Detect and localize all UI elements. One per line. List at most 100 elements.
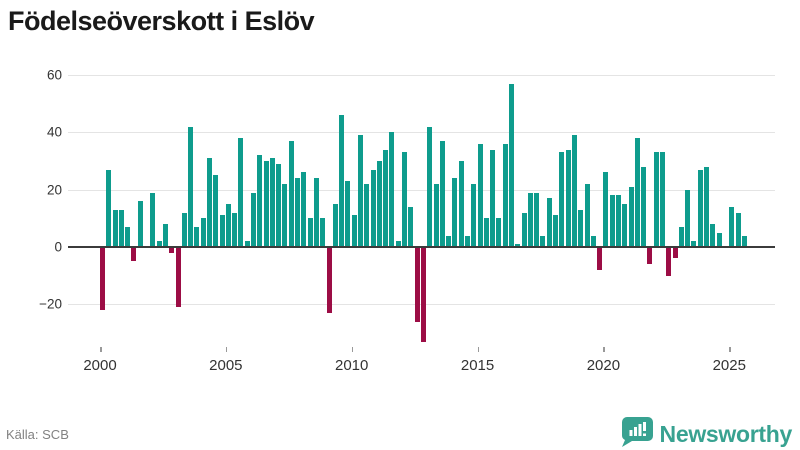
y-axis-tick-label: 60 bbox=[46, 67, 62, 83]
bar bbox=[540, 235, 546, 247]
bar bbox=[433, 183, 439, 247]
bar bbox=[118, 209, 124, 247]
bar bbox=[162, 224, 168, 247]
bar bbox=[244, 241, 250, 247]
bar bbox=[320, 218, 326, 247]
bar bbox=[389, 132, 395, 247]
bar-chart-badge-icon bbox=[621, 417, 653, 450]
bar bbox=[326, 247, 332, 313]
bar bbox=[269, 158, 275, 247]
bar bbox=[634, 138, 640, 247]
bar bbox=[156, 241, 162, 247]
bar bbox=[339, 115, 345, 247]
bar bbox=[345, 181, 351, 247]
bar bbox=[446, 235, 452, 247]
bar bbox=[395, 241, 401, 247]
bar bbox=[502, 143, 508, 247]
bar bbox=[288, 140, 294, 247]
bar bbox=[534, 192, 540, 247]
bar bbox=[597, 247, 603, 270]
bar bbox=[251, 192, 257, 247]
bar bbox=[477, 143, 483, 247]
bar bbox=[137, 201, 143, 247]
bar bbox=[521, 212, 527, 247]
bar bbox=[213, 175, 219, 247]
bar bbox=[351, 215, 357, 247]
bar bbox=[313, 178, 319, 247]
bar bbox=[295, 178, 301, 247]
bar bbox=[615, 195, 621, 247]
bar bbox=[553, 215, 559, 247]
bar bbox=[666, 247, 672, 276]
bar bbox=[653, 152, 659, 247]
bar bbox=[112, 209, 118, 247]
y-axis-tick-label: −20 bbox=[39, 296, 62, 312]
bar bbox=[357, 135, 363, 247]
bar bbox=[571, 135, 577, 247]
bar bbox=[106, 169, 112, 247]
chart-title: Födelseöverskott i Eslöv bbox=[8, 6, 315, 36]
brand-name: Newsworthy bbox=[659, 421, 793, 447]
bar bbox=[678, 226, 684, 247]
x-axis-tick bbox=[729, 347, 731, 352]
bar bbox=[565, 149, 571, 247]
bar bbox=[206, 158, 212, 247]
bar bbox=[660, 152, 666, 247]
bar bbox=[490, 149, 496, 247]
bar bbox=[704, 166, 710, 247]
bar bbox=[125, 226, 131, 247]
bar bbox=[471, 183, 477, 247]
bar bbox=[383, 149, 389, 247]
gridline bbox=[68, 189, 775, 191]
bar bbox=[364, 183, 370, 247]
bar bbox=[408, 206, 414, 247]
bar bbox=[515, 244, 521, 247]
bar bbox=[181, 212, 187, 247]
bar bbox=[232, 212, 238, 247]
bar bbox=[527, 192, 533, 247]
bar bbox=[414, 247, 420, 322]
bar bbox=[194, 226, 200, 247]
bar bbox=[200, 218, 206, 247]
brand-lockup: Newsworthy bbox=[621, 417, 793, 450]
source-note: Källa: SCB bbox=[6, 427, 69, 442]
bar bbox=[402, 152, 408, 247]
bar bbox=[332, 204, 338, 247]
bar bbox=[150, 192, 156, 247]
bar bbox=[710, 224, 716, 247]
bar bbox=[697, 169, 703, 247]
bar bbox=[276, 163, 282, 247]
bar bbox=[509, 83, 514, 247]
gridline bbox=[68, 132, 775, 134]
x-axis-tick-label: 2025 bbox=[712, 357, 746, 374]
bar bbox=[603, 172, 609, 247]
bar bbox=[376, 161, 382, 247]
y-axis-tick-label: 40 bbox=[46, 124, 62, 140]
bar bbox=[496, 218, 502, 247]
bar bbox=[483, 218, 489, 247]
x-axis-tick bbox=[225, 347, 228, 352]
bar bbox=[439, 140, 445, 247]
bar bbox=[729, 206, 735, 247]
x-axis-tick bbox=[477, 347, 480, 352]
bar bbox=[131, 247, 137, 262]
bar bbox=[691, 241, 697, 247]
x-axis-tick-label: 2005 bbox=[209, 357, 243, 374]
bar bbox=[238, 138, 244, 247]
bar bbox=[672, 247, 678, 259]
x-axis-tick-label: 2020 bbox=[586, 357, 621, 374]
y-axis-tick-label: 0 bbox=[54, 239, 62, 255]
bar bbox=[622, 204, 628, 247]
x-axis-tick-label: 2000 bbox=[83, 357, 117, 374]
x-axis-tick bbox=[603, 347, 605, 352]
zero-axis-line bbox=[68, 246, 775, 248]
bar bbox=[464, 235, 470, 247]
y-axis-tick-label: 20 bbox=[46, 182, 62, 198]
bar bbox=[458, 161, 464, 247]
bar bbox=[546, 198, 552, 247]
bar bbox=[559, 152, 565, 247]
bar bbox=[578, 209, 584, 247]
bar bbox=[647, 247, 653, 265]
bar bbox=[257, 155, 263, 247]
bar bbox=[169, 247, 175, 253]
